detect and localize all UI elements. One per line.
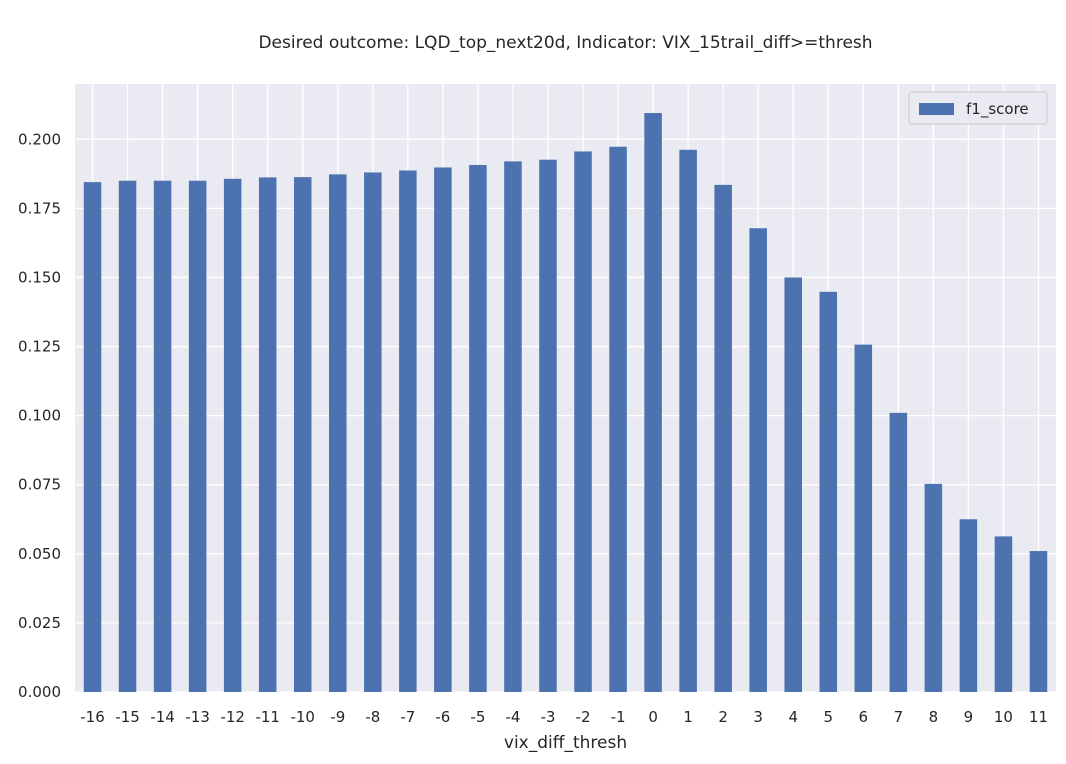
legend: f1_score [908,91,1048,125]
legend-box [908,91,1048,125]
y-tick-label: 0.100 [18,407,61,425]
x-tick-label: 2 [718,708,728,726]
bar-3 [749,228,767,692]
bar--11 [258,177,277,693]
x-tick-label: -9 [330,708,345,726]
bar--9 [329,174,347,692]
bar--5 [469,164,487,692]
bar--13 [188,180,207,692]
x-axis: -16 -15 -14 -13 -12 -11 -10 -9 -8 -7 -6 -5 -4 -3 -2 -1 0… [80,708,1048,726]
y-tick-label: 0.150 [18,268,61,286]
bar--8 [364,172,382,692]
legend-swatch [919,103,954,115]
bar-0 [644,113,662,692]
bar--6 [434,167,452,693]
bar--4 [504,161,522,692]
y-tick-label: 0.125 [18,338,61,356]
x-tick-label: -2 [576,708,591,726]
bar--10 [293,177,312,693]
bar-4 [784,277,802,692]
x-tick-label: -8 [365,708,380,726]
x-tick-label: 3 [753,708,763,726]
x-tick-label: -6 [435,708,450,726]
y-axis: 0.000 0.025 0.050 0.075 0.100 0.125 0.150 0.175… [18,130,61,701]
x-tick-label: 1 [683,708,693,726]
x-tick-label: -16 [80,708,105,726]
bar--7 [399,170,417,692]
x-axis-label: vix_diff_thresh [504,733,627,753]
bar--14 [153,180,172,692]
bar-10 [994,536,1013,692]
bar-5 [819,291,838,692]
x-tick-label: -13 [185,708,210,726]
x-tick-label: 11 [1029,708,1048,726]
x-tick-label: 5 [823,708,833,726]
x-tick-label: -5 [470,708,485,726]
y-tick-label: 0.050 [18,545,61,563]
bar-11 [1029,551,1048,692]
x-tick-label: 6 [859,708,869,726]
x-tick-label: 10 [994,708,1013,726]
plot-background [75,84,1056,692]
y-tick-label: 0.000 [18,683,61,701]
bar-2 [714,184,732,692]
bar--1 [609,146,627,692]
x-tick-label: 8 [929,708,939,726]
bar--12 [223,178,242,692]
bar-6 [854,344,873,692]
y-tick-label: 0.025 [18,614,61,632]
x-tick-label: -4 [505,708,520,726]
bar--3 [539,159,557,692]
bar-7 [889,412,908,692]
x-tick-label: -12 [220,708,245,726]
x-tick-label: 4 [788,708,798,726]
y-tick-label: 0.075 [18,476,61,494]
x-tick-label: -1 [611,708,626,726]
bar--16 [83,182,102,693]
x-tick-label: 9 [964,708,974,726]
x-tick-label: -15 [115,708,140,726]
y-tick-label: 0.200 [18,130,61,148]
legend-label: f1_score [966,100,1029,119]
bars-layer [83,113,1048,693]
bar-9 [959,519,978,692]
x-tick-label: -11 [255,708,280,726]
bar-8 [924,483,943,692]
x-tick-label: 7 [894,708,904,726]
chart-title: Desired outcome: LQD_top_next20d, Indica… [258,33,872,53]
y-tick-label: 0.175 [18,199,61,217]
x-tick-label: -3 [540,708,555,726]
bar--15 [118,180,137,692]
x-tick-label: 0 [648,708,658,726]
bar--2 [574,151,592,692]
x-tick-label: -14 [150,708,175,726]
bar-1 [679,149,697,693]
x-tick-label: -7 [400,708,415,726]
x-tick-label: -10 [290,708,315,726]
